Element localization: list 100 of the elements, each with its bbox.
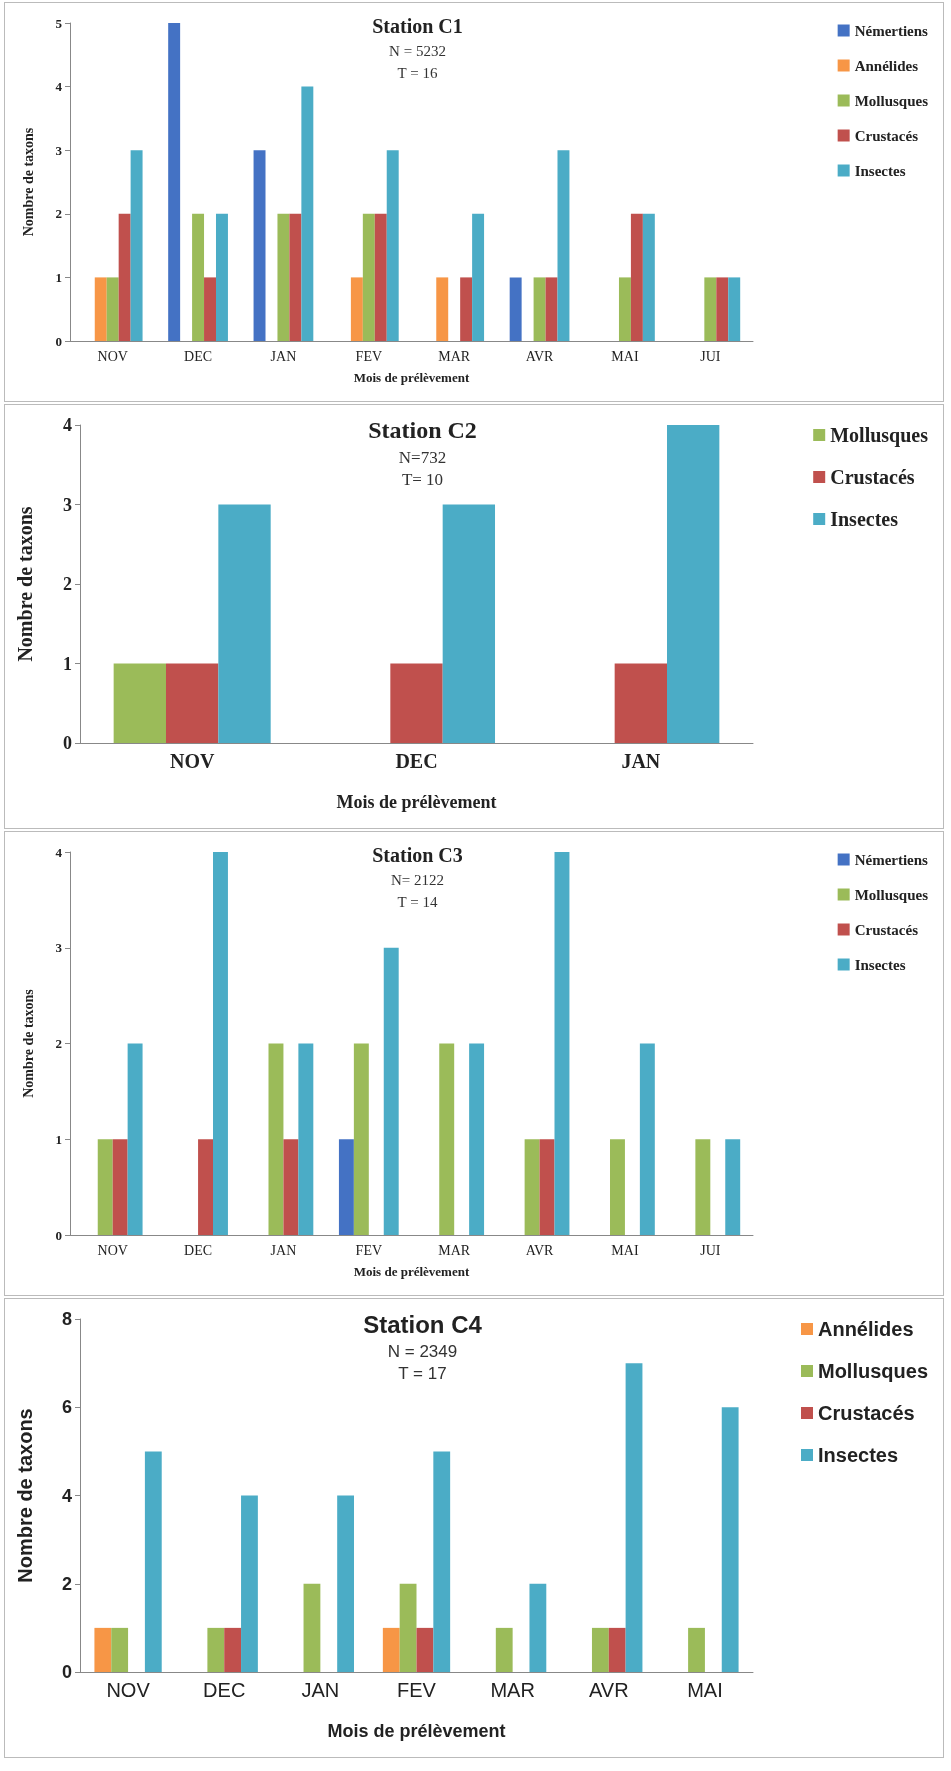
x-tick-label: MAR (438, 348, 471, 364)
bar (642, 213, 655, 341)
text: N= 2122 T = 14 (390, 872, 445, 910)
y-tick-label: 0 (55, 1227, 62, 1243)
bar (591, 1627, 609, 1672)
y-tick-label: 4 (61, 1485, 72, 1506)
y-tick-label: 2 (55, 1036, 62, 1051)
bar (198, 1139, 213, 1235)
bar (94, 1627, 112, 1672)
bar (416, 1627, 434, 1672)
y-tick-label: 2 (55, 206, 62, 222)
legend-label: Némertiens (854, 22, 929, 39)
y-tick-label: 2 (61, 1573, 72, 1594)
x-tick-label: DEC (184, 348, 213, 364)
bar (610, 1139, 625, 1235)
bar (127, 1043, 143, 1235)
x-tick-label: FEV (355, 1242, 383, 1258)
bar (382, 1627, 400, 1672)
bar (192, 213, 205, 341)
bar (106, 277, 119, 341)
y-tick-label: 1 (55, 1131, 62, 1147)
legend-label: Insectes (830, 508, 899, 530)
x-tick-label: JAN (621, 750, 661, 772)
legend-label: Annélides (817, 1318, 914, 1340)
bar (386, 150, 399, 341)
x-tick-label: NOV (169, 750, 215, 772)
bar (112, 1139, 128, 1235)
y-tick-label: 4 (55, 79, 63, 95)
y-tick-label: 5 (55, 15, 63, 31)
y-tick-label: 6 (61, 1397, 72, 1418)
bar (472, 213, 485, 341)
text: N = 5232 T = 16 (389, 43, 446, 81)
bar (277, 213, 290, 341)
bar (224, 1627, 242, 1672)
bar (337, 1495, 355, 1672)
bar (390, 663, 443, 743)
bar (350, 277, 363, 341)
bar (533, 277, 546, 341)
bar (625, 1363, 643, 1672)
x-tick-label: MAR (490, 1679, 535, 1701)
bar (130, 150, 143, 341)
bar (113, 663, 166, 743)
bar (618, 277, 631, 341)
bar (241, 1495, 258, 1672)
x-tick-label: MAI (687, 1679, 723, 1701)
bar (362, 213, 375, 341)
bar (218, 504, 271, 743)
x-axis-title: Mois de prélèvement (353, 370, 470, 385)
bar (383, 947, 399, 1235)
bar (630, 213, 643, 341)
bar (460, 277, 473, 341)
bar (728, 277, 741, 341)
y-tick-label: 1 (55, 269, 62, 285)
bar (268, 1043, 284, 1235)
bar (688, 1627, 705, 1672)
bar (469, 1043, 485, 1235)
chart-title: Station C4 (363, 1310, 483, 1338)
y-axis-title: Nombre de taxons (20, 127, 36, 237)
legend-label: Crustacés (854, 921, 919, 938)
bar (253, 150, 266, 341)
bar (721, 1407, 739, 1672)
bar (338, 1139, 354, 1235)
x-axis-title: Mois de prélèvement (353, 1264, 470, 1279)
y-tick-label: 0 (63, 733, 72, 753)
bar (557, 150, 570, 341)
y-tick-label: 0 (61, 1662, 72, 1682)
bar (554, 852, 570, 1235)
bar (639, 1043, 655, 1235)
x-tick-label: MAI (611, 1242, 639, 1258)
bar (207, 1627, 225, 1672)
bar (215, 213, 228, 341)
x-tick-label: MAI (611, 348, 639, 364)
x-tick-label: MAR (438, 1242, 471, 1258)
legend-label: Insectes (817, 1444, 899, 1466)
text: N=732 T= 10 (398, 447, 447, 489)
bar (283, 1139, 299, 1235)
x-tick-label: FEV (355, 348, 383, 364)
legend-label: Insectes (854, 956, 906, 973)
bar (303, 1583, 321, 1672)
bar (725, 1139, 741, 1235)
bar (168, 23, 181, 341)
bar (298, 1043, 314, 1235)
x-tick-label: JUI (700, 348, 721, 364)
bar (545, 277, 558, 341)
x-tick-label: AVR (525, 348, 555, 364)
y-tick-label: 2 (63, 574, 72, 594)
y-tick-label: 1 (63, 653, 72, 674)
x-axis-title: Mois de prélèvement (327, 1721, 506, 1741)
bar (439, 1043, 455, 1235)
x-tick-label: DEC (203, 1679, 246, 1701)
bar (289, 213, 302, 341)
bar (204, 277, 216, 341)
x-tick-label: JAN (270, 1242, 297, 1258)
bar (529, 1583, 547, 1672)
x-tick-label: JUI (700, 1242, 721, 1258)
x-tick-label: DEC (184, 1242, 213, 1258)
x-tick-label: FEV (397, 1679, 437, 1701)
bar (144, 1451, 162, 1672)
bar (353, 1043, 369, 1235)
y-tick-label: 3 (55, 940, 63, 956)
